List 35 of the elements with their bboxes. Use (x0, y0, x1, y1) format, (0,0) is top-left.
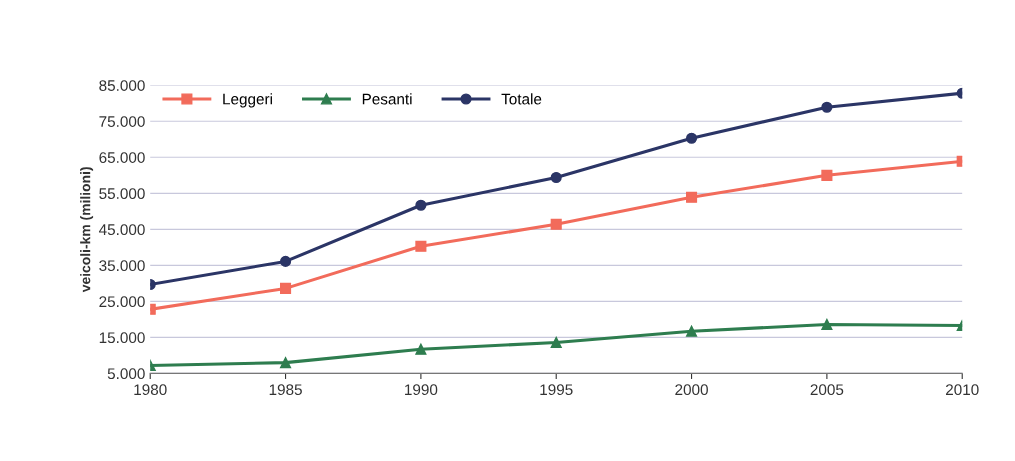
x-tick-label: 2005 (810, 384, 844, 396)
x-tick-label: 1995 (540, 384, 573, 396)
point (279, 282, 292, 294)
y-tick-label: 45.000 (98, 224, 145, 236)
legend-label: Totale (501, 93, 542, 105)
x-tick-label: 1980 (134, 384, 167, 396)
y-tick-label: 85.000 (99, 80, 145, 91)
y-tick-label: 25.000 (99, 296, 145, 308)
y-tick-label: 55.000 (99, 188, 145, 200)
point (415, 199, 427, 211)
point (685, 132, 698, 144)
point (415, 343, 427, 355)
x-tick-label: 1990 (405, 384, 438, 396)
point (279, 255, 292, 267)
y-axis-title: veicoli-km (milioni) (80, 167, 94, 293)
point (821, 101, 833, 113)
y-tick-label: 75.000 (99, 116, 145, 127)
point (550, 171, 562, 184)
point (821, 318, 833, 330)
point (685, 191, 698, 203)
y-tick-label: 35.000 (99, 260, 145, 272)
y-tick-label: 15.000 (99, 332, 145, 344)
x-tick-label: 1985 (269, 384, 302, 396)
y-tick-label: 65.000 (99, 152, 145, 163)
point (550, 336, 562, 348)
point (821, 169, 833, 181)
legend-label: Pesanti (362, 93, 412, 105)
x-tick-label: 2010 (946, 384, 979, 396)
y-tick-label: 5.000 (107, 368, 145, 380)
point (685, 325, 698, 337)
legend-label: Leggeri (223, 93, 272, 108)
point (279, 357, 292, 369)
point (550, 218, 562, 230)
point (415, 240, 427, 252)
x-tick-label: 2000 (675, 384, 708, 396)
